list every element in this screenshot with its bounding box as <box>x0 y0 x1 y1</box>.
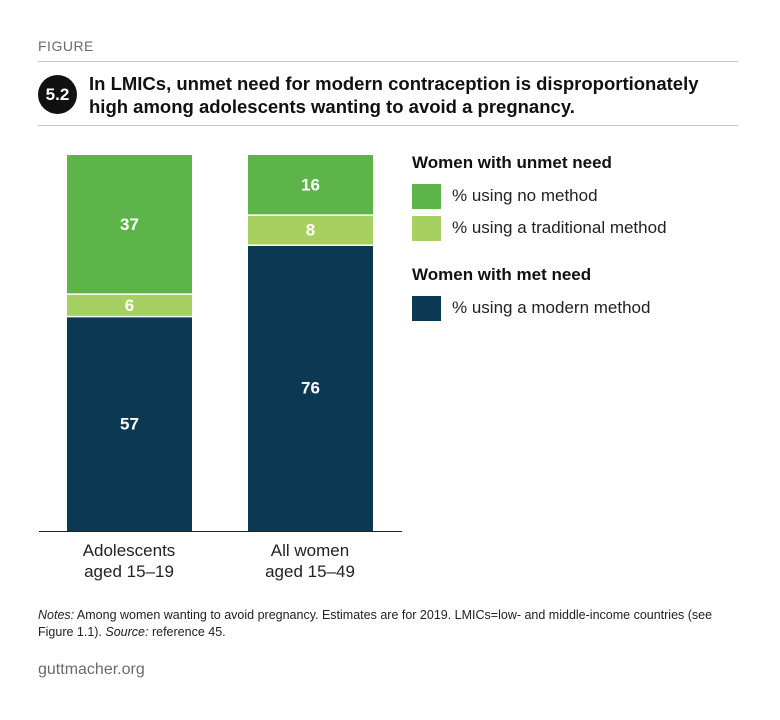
figure-label: FIGURE <box>38 38 94 54</box>
bar-segment <box>248 155 373 216</box>
bar-value-label: 8 <box>306 221 315 240</box>
x-category-label-0: Adolescents aged 15–19 <box>82 541 176 581</box>
x-category-label-1: All women aged 15–49 <box>265 541 355 581</box>
legend-label-traditional-method: % using a traditional method <box>452 218 667 237</box>
bar-value-label: 16 <box>301 176 320 195</box>
chart-title: In LMICs, unmet need for modern contrace… <box>89 73 699 117</box>
bar-segment <box>248 245 373 532</box>
legend-item-modern-method: % using a modern method <box>412 292 732 324</box>
source-text: reference 45. <box>148 625 226 639</box>
legend-item-no-method: % using no method <box>412 180 732 212</box>
bar-segment <box>67 294 192 317</box>
legend-swatch-traditional-method <box>412 215 441 241</box>
bar-value-label: 76 <box>301 379 320 398</box>
legend-heading-met: Women with met need <box>412 265 592 284</box>
notes-label: Notes: <box>38 608 75 622</box>
bar-value-label: 57 <box>120 414 139 433</box>
notes: Notes: Among women wanting to avoid preg… <box>38 607 738 641</box>
bar-segment <box>67 316 192 531</box>
bar-value-label: 37 <box>120 215 139 234</box>
legend-swatch-modern-method <box>412 295 441 321</box>
bar-segment <box>248 215 373 246</box>
legend-item-traditional-method: % using a traditional method <box>412 212 732 244</box>
title-divider <box>38 125 738 126</box>
bar-value-label: 6 <box>125 296 134 315</box>
bar-segment <box>67 155 192 295</box>
legend-swatch-no-method <box>412 183 441 209</box>
legend-label-modern-method: % using a modern method <box>452 298 651 317</box>
legend: Women with unmet need % using no method … <box>412 152 732 324</box>
legend-heading-unmet: Women with unmet need <box>412 153 612 172</box>
legend-label-no-method: % using no method <box>452 186 598 205</box>
site-url: guttmacher.org <box>38 661 145 678</box>
top-divider <box>38 61 738 62</box>
figure-number-badge: 5.2 <box>38 75 77 114</box>
notes-text: Among women wanting to avoid pregnancy. … <box>38 608 713 639</box>
source-label: Source: <box>105 625 149 639</box>
